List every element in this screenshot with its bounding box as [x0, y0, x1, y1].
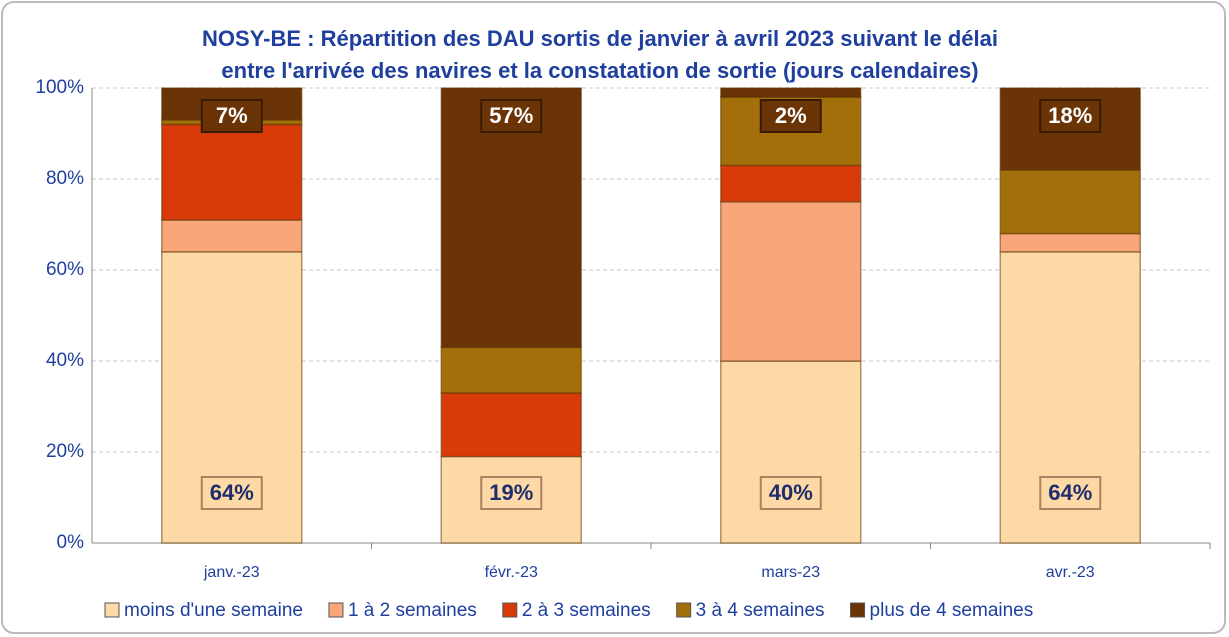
legend-label: 2 à 3 semaines: [522, 600, 651, 621]
y-tick-label: 60%: [46, 259, 84, 280]
bar-segment: [161, 123, 303, 221]
bar-segment: [999, 232, 1141, 253]
data-label: 18%: [1048, 103, 1092, 128]
legend-swatch: [104, 602, 120, 618]
legend-swatch: [850, 602, 866, 618]
data-label: 2%: [775, 103, 807, 128]
bar-segment: [999, 169, 1141, 235]
legend-label: moins d'une semaine: [124, 600, 303, 621]
bar-segment: [720, 201, 862, 362]
legend-swatch: [502, 602, 518, 618]
data-label: 40%: [769, 480, 813, 505]
chart-title: NOSY-BE : Répartition des DAU sortis de …: [202, 26, 998, 51]
y-tick-label: 40%: [46, 350, 84, 371]
data-label: 57%: [489, 103, 533, 128]
bar-segment: [440, 346, 582, 394]
data-label-box: [200, 99, 263, 133]
y-tick-label: 80%: [46, 168, 84, 189]
data-label-box: [200, 476, 263, 510]
bar-segment: [720, 360, 862, 544]
x-tick-label: janv.-23: [203, 564, 260, 581]
data-label: 64%: [210, 480, 254, 505]
data-label: 64%: [1048, 480, 1092, 505]
x-tick-label: avr.-23: [1046, 564, 1095, 581]
bar-segment: [440, 392, 582, 458]
legend-label: 3 à 4 semaines: [696, 600, 825, 621]
y-tick-label: 100%: [35, 77, 84, 98]
legend-label: plus de 4 semaines: [870, 600, 1034, 621]
legend-swatch: [676, 602, 692, 618]
bar-segment: [720, 87, 862, 98]
data-label-box: [759, 476, 822, 510]
data-label-box: [480, 99, 543, 133]
data-label: 19%: [489, 480, 533, 505]
bar-segment: [161, 219, 303, 253]
y-tick-label: 0%: [57, 532, 85, 553]
legend-swatch: [328, 602, 344, 618]
data-label-box: [759, 99, 822, 133]
data-label-box: [480, 476, 543, 510]
x-tick-label: mars-23: [761, 564, 820, 581]
bar-segment: [720, 164, 862, 203]
data-label: 7%: [216, 103, 248, 128]
data-label-box: [1039, 476, 1102, 510]
legend-label: 1 à 2 semaines: [348, 600, 477, 621]
x-tick-label: févr.-23: [485, 564, 538, 581]
y-tick-label: 20%: [46, 441, 84, 462]
chart-title: entre l'arrivée des navires et la consta…: [221, 58, 978, 83]
data-label-box: [1039, 99, 1102, 133]
